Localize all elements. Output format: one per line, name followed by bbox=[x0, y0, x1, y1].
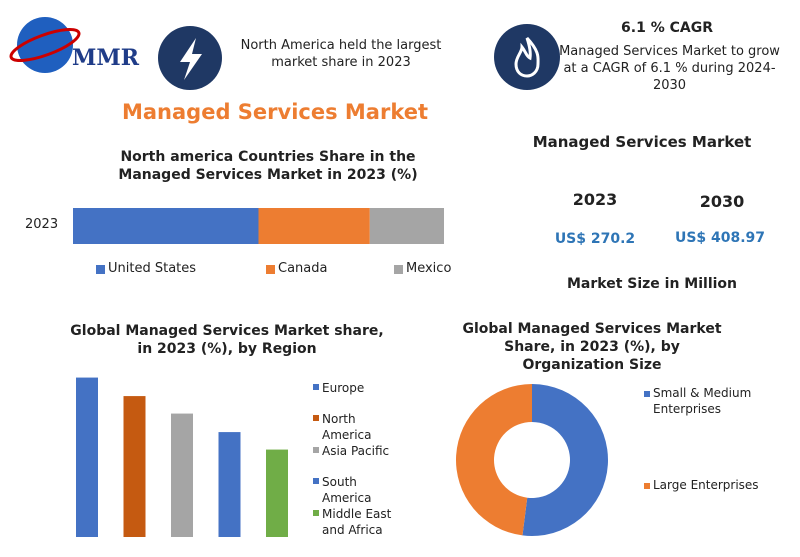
legend-label: Mexico bbox=[406, 261, 452, 276]
fact-text: North America held the largest market sh… bbox=[240, 38, 442, 70]
legend-swatch bbox=[644, 391, 650, 397]
bar bbox=[218, 432, 241, 537]
chart-title: Global Managed Services Market Share, in… bbox=[462, 321, 722, 374]
bar-segment bbox=[73, 208, 259, 244]
bar bbox=[266, 449, 288, 537]
legend-swatch bbox=[313, 510, 319, 516]
legend-label: South America bbox=[322, 475, 372, 506]
main-title: Managed Services Market bbox=[121, 100, 429, 124]
bar bbox=[76, 377, 98, 537]
logo-orbit bbox=[9, 28, 81, 62]
logo-text: MMR bbox=[72, 45, 139, 71]
legend-swatch bbox=[313, 415, 319, 421]
legend-label: Middle East and Africa bbox=[322, 507, 392, 538]
donut-slice bbox=[522, 384, 609, 536]
bar bbox=[171, 413, 193, 537]
legend-swatch bbox=[394, 265, 403, 274]
cagr-title: 6.1 % CAGR bbox=[621, 20, 713, 36]
legend-label: Asia Pacific bbox=[322, 444, 390, 458]
size-value: US$ 408.97 bbox=[674, 230, 766, 246]
legend-label: Europe bbox=[322, 381, 365, 395]
bar-segment bbox=[258, 208, 370, 244]
year: 2030 bbox=[699, 192, 745, 211]
legend-label: Canada bbox=[278, 261, 328, 276]
legend-swatch bbox=[313, 447, 319, 453]
chart-title: North america Countries Share in the Man… bbox=[118, 149, 418, 184]
legend-label: North America bbox=[322, 412, 372, 443]
cagr-text: Managed Services Market to grow at a CAG… bbox=[559, 44, 780, 93]
legend-swatch bbox=[96, 265, 105, 274]
bar-segment bbox=[369, 208, 444, 244]
bar bbox=[123, 396, 146, 537]
size-caption: Market Size in Million bbox=[566, 276, 738, 292]
lightning-icon bbox=[180, 38, 202, 80]
legend-swatch bbox=[644, 483, 650, 489]
legend-label: United States bbox=[108, 261, 197, 276]
chart-title: Global Managed Services Market share, in… bbox=[70, 323, 384, 358]
legend-swatch bbox=[313, 384, 319, 390]
legend-swatch bbox=[266, 265, 275, 274]
category-label: 2023 bbox=[25, 217, 59, 232]
flame-icon bbox=[514, 36, 540, 78]
size-value: US$ 270.2 bbox=[554, 231, 636, 247]
year: 2023 bbox=[572, 190, 618, 209]
logo-globe bbox=[17, 17, 73, 73]
legend-label: Small & Medium Enterprises bbox=[653, 386, 752, 416]
donut-slice bbox=[456, 384, 532, 536]
legend-swatch bbox=[313, 478, 319, 484]
legend-label: Large Enterprises bbox=[653, 478, 759, 492]
size-title: Managed Services Market bbox=[532, 133, 752, 151]
